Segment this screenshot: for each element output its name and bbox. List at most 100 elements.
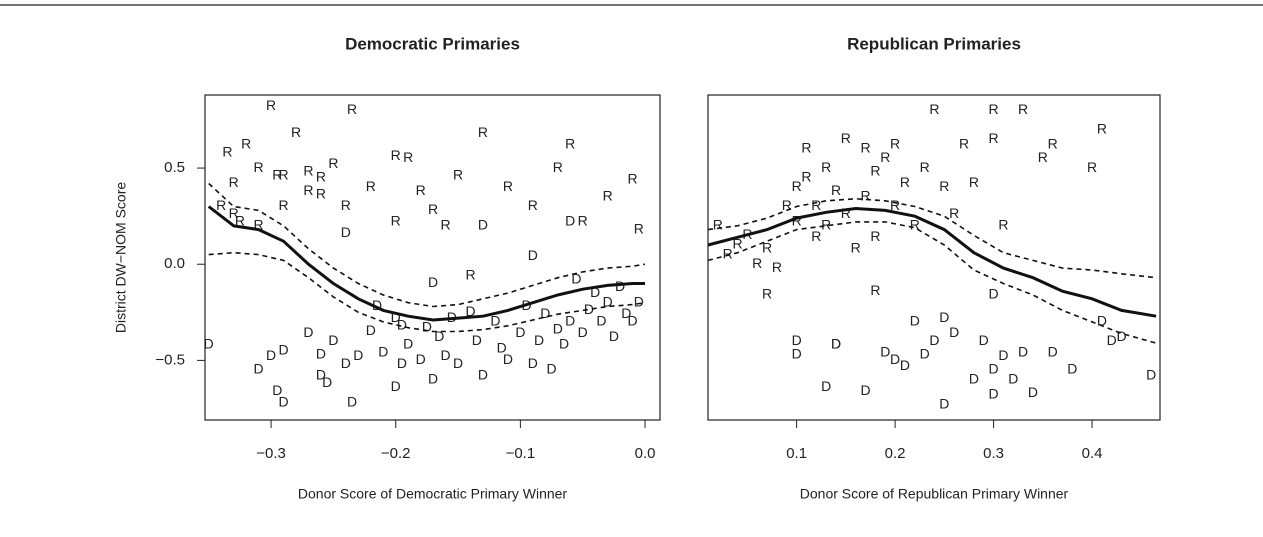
point: D — [528, 355, 538, 371]
point: R — [235, 213, 245, 229]
point: R — [989, 101, 999, 117]
point: R — [453, 166, 463, 182]
point: R — [528, 197, 538, 213]
point: R — [1097, 120, 1107, 136]
plot-frame — [707, 94, 1161, 421]
point: D — [441, 347, 451, 363]
point: R — [890, 197, 900, 213]
point: R — [860, 188, 870, 204]
x-tick-label: −0.3 — [256, 445, 286, 462]
fit-upper — [707, 197, 1157, 279]
point: D — [254, 361, 264, 377]
point: R — [723, 245, 733, 261]
point: R — [229, 174, 239, 190]
point: D — [880, 343, 890, 359]
point: R — [841, 205, 851, 221]
point: R — [634, 220, 644, 236]
point: R — [553, 159, 563, 175]
y-tick-label: −0.5 — [155, 351, 185, 368]
point: D — [465, 303, 475, 319]
point: D — [939, 309, 949, 325]
point: R — [910, 216, 920, 232]
point: R — [391, 213, 401, 229]
point: D — [939, 395, 949, 411]
point: D — [534, 332, 544, 348]
point: R — [316, 186, 326, 202]
point: D — [347, 393, 357, 409]
point: D — [1028, 384, 1038, 400]
point: R — [713, 216, 723, 232]
y-axis-label: District DW−NOM Score — [113, 182, 129, 334]
point: R — [565, 136, 575, 152]
x-tick-label: 0.2 — [885, 445, 906, 462]
point: D — [428, 274, 438, 290]
point: R — [328, 155, 338, 171]
point: R — [851, 240, 861, 256]
point: R — [772, 259, 782, 275]
point: R — [278, 166, 288, 182]
point: D — [1146, 366, 1156, 382]
point: R — [503, 178, 513, 194]
panel-title: Democratic Primaries — [345, 34, 520, 53]
point: R — [880, 149, 890, 165]
point: R — [870, 163, 880, 179]
point: D — [565, 313, 575, 329]
point: D — [1067, 361, 1077, 377]
point: D — [969, 370, 979, 386]
point: R — [1018, 101, 1028, 117]
point: R — [762, 286, 772, 302]
point: R — [391, 147, 401, 163]
point: D — [1107, 332, 1117, 348]
x-tick-label: 0.1 — [786, 445, 807, 462]
point: R — [870, 282, 880, 298]
point: D — [278, 341, 288, 357]
point: R — [782, 197, 792, 213]
point: R — [1038, 149, 1048, 165]
fit-line — [707, 206, 1157, 318]
point: R — [801, 168, 811, 184]
point: D — [989, 386, 999, 402]
point: R — [920, 159, 930, 175]
point: D — [860, 382, 870, 398]
point: D — [949, 324, 959, 340]
point: R — [792, 178, 802, 194]
point: D — [497, 340, 507, 356]
x-tick-label: 0.0 — [635, 445, 656, 462]
point: D — [391, 378, 401, 394]
point: R — [278, 197, 288, 213]
point: D — [391, 309, 401, 325]
point: R — [465, 266, 475, 282]
point: D — [540, 305, 550, 321]
point: D — [503, 351, 513, 367]
fit-upper — [208, 182, 646, 308]
y-tick-label: 0.5 — [164, 159, 185, 176]
point: D — [378, 343, 388, 359]
point: R — [403, 149, 413, 165]
point: D — [328, 332, 338, 348]
point: D — [621, 305, 631, 321]
point: D — [1048, 343, 1058, 359]
point: R — [478, 124, 488, 140]
point: D — [316, 366, 326, 382]
point: R — [341, 197, 351, 213]
point: R — [303, 163, 313, 179]
point: D — [603, 293, 613, 309]
point: R — [291, 124, 301, 140]
fit-lower — [707, 221, 1157, 344]
point: D — [341, 224, 351, 240]
point: R — [1087, 159, 1097, 175]
point: D — [372, 297, 382, 313]
point: R — [870, 228, 880, 244]
point: R — [959, 136, 969, 152]
point: R — [628, 170, 638, 186]
point: R — [860, 140, 870, 156]
point: R — [441, 216, 451, 232]
point: R — [792, 213, 802, 229]
point: R — [1048, 136, 1058, 152]
point: R — [732, 236, 742, 252]
point: D — [1097, 313, 1107, 329]
point: R — [266, 97, 276, 113]
point: R — [929, 101, 939, 117]
point: D — [615, 278, 625, 294]
point: D — [478, 216, 488, 232]
